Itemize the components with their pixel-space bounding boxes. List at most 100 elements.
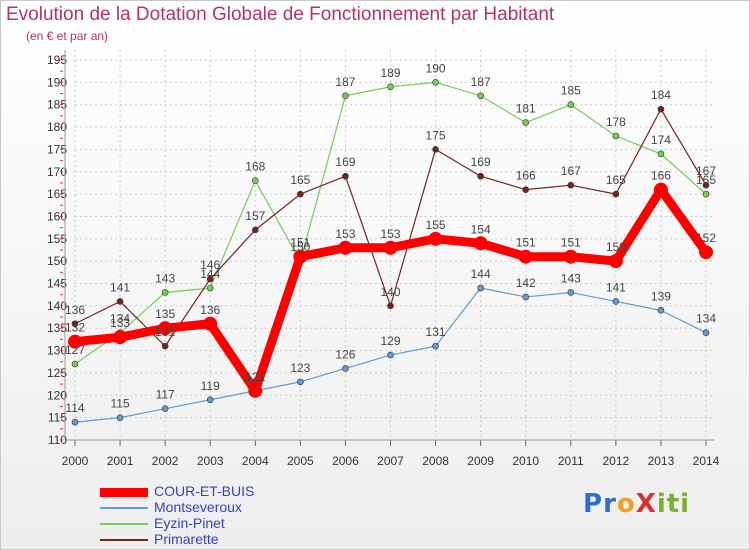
y-tick-label: 185: [47, 98, 67, 112]
data-label: 153: [335, 227, 355, 241]
data-point: [432, 342, 439, 350]
data-point: [653, 182, 668, 197]
x-tick-label: 2012: [603, 454, 630, 468]
logo-letter: X: [635, 489, 657, 519]
data-point: [158, 321, 173, 336]
data-label: 136: [65, 303, 85, 317]
y-tick-label: 150: [47, 254, 67, 268]
data-point: [567, 289, 575, 296]
data-label: 141: [110, 280, 130, 294]
data-label: 175: [426, 128, 446, 142]
data-point: [251, 177, 259, 185]
data-label: 184: [651, 88, 671, 102]
data-label: 150: [606, 240, 626, 254]
data-point: [522, 293, 530, 301]
data-point: [702, 190, 710, 198]
legend-swatch: [100, 523, 148, 525]
chart-title: Evolution de la Dotation Globale de Fonc…: [6, 4, 555, 25]
y-tick-label: 135: [47, 321, 67, 335]
data-label: 155: [426, 218, 446, 232]
data-label: 129: [380, 334, 400, 348]
data-label: 151: [561, 236, 581, 250]
legend-swatch: [100, 539, 148, 541]
series-layer: [68, 79, 713, 426]
data-point: [342, 172, 349, 180]
data-label: 114: [65, 401, 84, 415]
data-point: [342, 365, 349, 372]
data-point: [251, 226, 259, 234]
data-point: [702, 181, 710, 189]
data-label: 121: [245, 370, 265, 384]
data-point: [161, 342, 169, 350]
data-point: [342, 92, 349, 100]
data-label: 154: [471, 222, 491, 236]
x-tick-label: 2009: [467, 454, 494, 468]
logo-letter: P: [583, 489, 604, 519]
x-tick-label: 2013: [648, 454, 675, 468]
data-label: 126: [335, 347, 355, 361]
data-point: [522, 186, 530, 193]
legend-swatch: [100, 487, 148, 497]
label-layer: 114 115 117 119 121 123 126 129 131 144 142 143 141 1…: [65, 61, 716, 415]
logo-letter: r: [603, 489, 617, 519]
data-label: 165: [606, 173, 626, 187]
y-tick-label: 170: [47, 165, 67, 179]
data-label: 190: [426, 61, 446, 75]
y-tick-label: 115: [48, 411, 67, 425]
data-point: [518, 249, 533, 264]
data-point: [338, 240, 353, 255]
data-label: 115: [111, 397, 130, 411]
data-point: [71, 418, 79, 426]
data-label: 142: [516, 276, 536, 290]
x-tick-label: 2000: [62, 454, 89, 468]
data-label: 127: [65, 343, 85, 357]
logo-letter: i: [680, 489, 691, 519]
data-label: 131: [426, 325, 446, 339]
data-point: [387, 302, 394, 310]
data-label: 140: [380, 285, 400, 299]
data-label: 141: [606, 280, 626, 294]
data-label: 157: [245, 209, 265, 223]
data-label: 169: [471, 155, 491, 169]
y-tick-label: 175: [47, 142, 67, 156]
x-tick-label: 2007: [377, 454, 404, 468]
y-tick-label: 145: [47, 277, 67, 291]
x-tick-label: 2006: [332, 454, 359, 468]
data-label: 187: [471, 75, 491, 89]
logo-letter: t: [666, 489, 681, 519]
data-point: [387, 83, 394, 91]
data-point: [657, 307, 665, 314]
data-point: [477, 92, 484, 100]
x-tick-label: 2005: [287, 454, 314, 468]
y-tick-label: 160: [47, 209, 67, 223]
logo-letter: i: [656, 489, 667, 519]
legend-label: Montseveroux: [154, 499, 242, 515]
data-point: [248, 383, 263, 398]
data-point: [428, 231, 443, 246]
data-label: 143: [155, 271, 175, 285]
y-tick-label: 165: [47, 187, 67, 201]
data-label: 166: [651, 169, 671, 183]
data-point: [699, 245, 713, 260]
data-label: 151: [516, 236, 536, 250]
data-label: 151: [290, 236, 310, 250]
data-point: [477, 172, 484, 180]
y-tick-label: 195: [47, 53, 67, 67]
data-label: 181: [516, 102, 536, 116]
data-label: 131: [155, 325, 175, 339]
data-point: [657, 105, 665, 113]
data-point: [71, 320, 79, 328]
data-point: [567, 181, 575, 189]
data-point: [387, 351, 394, 359]
axis-layer: 1101151201251301351401451501551601651701…: [47, 50, 720, 468]
legend-label: Primarette: [154, 531, 219, 547]
data-point: [612, 190, 620, 198]
data-label: 185: [561, 84, 581, 98]
data-point: [293, 249, 308, 264]
data-point: [563, 249, 578, 264]
data-point: [206, 284, 214, 292]
data-label: 152: [696, 231, 716, 245]
data-point: [432, 79, 439, 86]
